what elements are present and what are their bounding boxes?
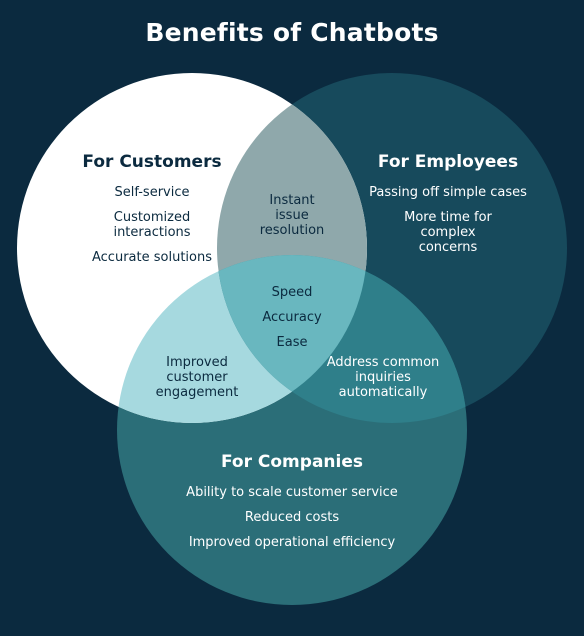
customers-companies-text: Improved customer engagement (155, 355, 239, 400)
companies-label-group: For Companies Ability to scale customer … (150, 452, 434, 550)
customers-heading: For Customers (82, 152, 222, 172)
customers-companies-overlap (117, 255, 367, 423)
center-item: Accuracy (262, 310, 322, 325)
center-item: Speed (271, 285, 313, 300)
customers-label-group: For Customers Self-service Customized in… (42, 152, 262, 265)
diagram-title: Benefits of Chatbots (145, 18, 439, 47)
employees-companies-text: Address common inquiries automatically (326, 355, 440, 400)
companies-item: Improved operational efficiency (188, 535, 396, 550)
companies-item: Reduced costs (244, 510, 340, 525)
employees-heading: For Employees (377, 152, 519, 172)
employees-label-group: For Employees Passing off simple cases M… (342, 152, 554, 255)
employees-item: More time for complex concerns (404, 210, 492, 255)
employees-item: Passing off simple cases (369, 185, 527, 200)
center-item: Ease (276, 335, 308, 350)
customers-employees-text: Instant issue resolution (259, 193, 325, 238)
customers-item: Accurate solutions (92, 250, 212, 265)
customers-item: Self-service (114, 185, 190, 200)
center-label-group: Speed Accuracy Ease (232, 285, 352, 350)
employees-companies-overlap (217, 255, 467, 423)
companies-item: Ability to scale customer service (186, 485, 398, 500)
customers-item: Customized interactions (113, 210, 191, 240)
companies-heading: For Companies (221, 452, 363, 472)
